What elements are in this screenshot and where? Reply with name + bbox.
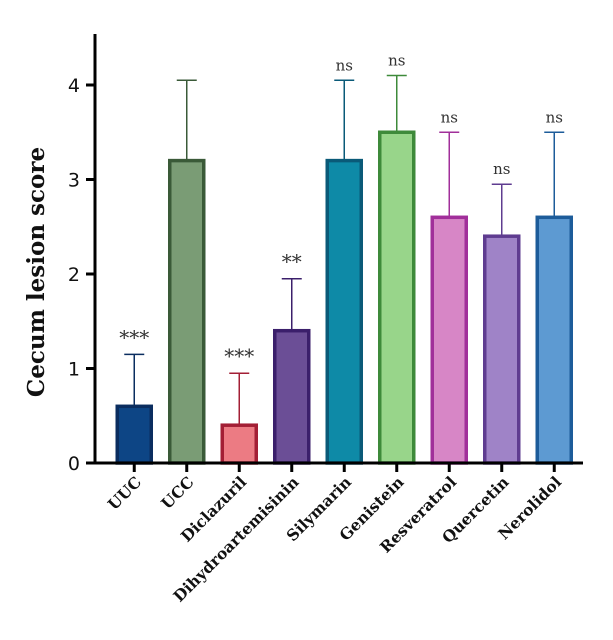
y-axis-label: Cecum lesion score xyxy=(23,147,50,397)
significance-label: ** xyxy=(282,250,302,274)
bar xyxy=(378,130,416,465)
bar xyxy=(168,158,206,465)
bar xyxy=(220,423,258,465)
y-tick-label: 2 xyxy=(68,264,80,286)
y-tick-label: 3 xyxy=(68,170,80,192)
x-tick-label: UCC xyxy=(157,472,197,512)
x-tick-label: UUC xyxy=(104,472,145,513)
bar xyxy=(325,158,363,465)
bar xyxy=(483,234,521,465)
bar xyxy=(273,328,311,465)
error-bars xyxy=(124,74,565,426)
bar xyxy=(535,215,573,465)
y-tick-label: 1 xyxy=(68,359,80,381)
significance-label: ns xyxy=(493,160,510,178)
significance-label: *** xyxy=(224,344,254,368)
y-tick-label: 4 xyxy=(68,75,80,97)
y-tick-label: 0 xyxy=(68,453,80,475)
significance-label: ns xyxy=(441,108,458,126)
significance-label: ns xyxy=(336,56,353,74)
x-axis: UUC UCCDiclazurilDihydroartemisininSilyma… xyxy=(93,461,583,606)
bars xyxy=(115,130,573,465)
significance-label: ns xyxy=(388,52,405,70)
significance-label: ns xyxy=(546,108,563,126)
bar xyxy=(430,215,468,465)
y-axis: 0 1 2 3 4 xyxy=(68,34,97,475)
significance-label: *** xyxy=(119,325,149,349)
bar xyxy=(115,404,153,465)
